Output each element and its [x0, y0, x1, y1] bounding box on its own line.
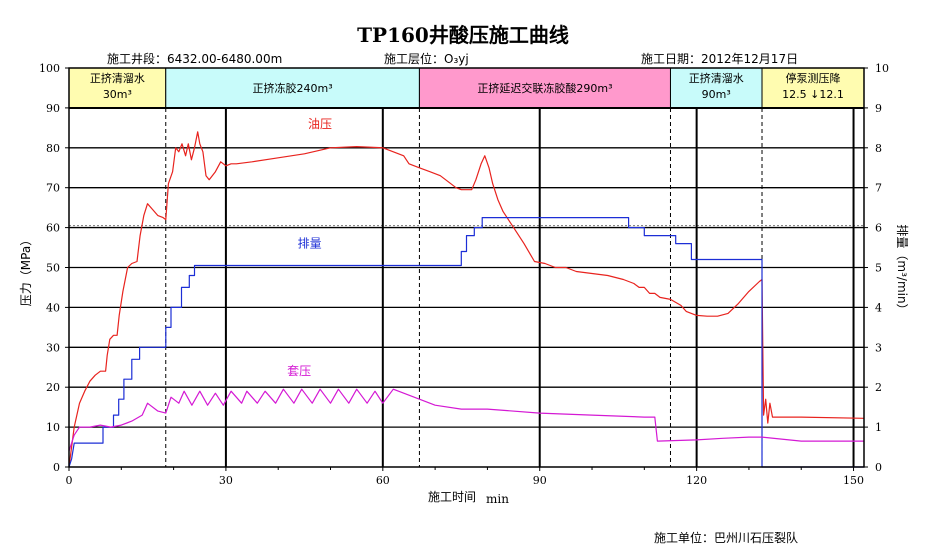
- y-left-tick-label: 30: [46, 341, 60, 354]
- y-left-tick-label: 90: [46, 102, 60, 115]
- y-axis-right-label: 排量（m³/min）: [895, 224, 909, 315]
- y-right-tick-label: 6: [875, 222, 882, 235]
- stage-sublabel-4: 90m³: [702, 88, 731, 101]
- stage-label-4: 正挤清溜水: [689, 71, 744, 85]
- series-line-排量: [68, 217, 864, 468]
- series-label-排量: 排量: [298, 237, 322, 251]
- series-line-油压: [68, 131, 865, 468]
- y-left-tick-label: 60: [46, 222, 60, 235]
- stage-band-1: [68, 67, 167, 109]
- x-tick-label: 150: [843, 474, 864, 487]
- y-right-tick-label: 3: [875, 341, 882, 354]
- stage-sublabel-5: 12.5 ↓12.1: [782, 88, 844, 101]
- formation-info: 施工层位：O₃yj: [384, 51, 469, 66]
- y-right-tick-label: 5: [875, 262, 882, 275]
- y-left-tick-label: 20: [46, 381, 60, 394]
- y-right-tick-label: 2: [875, 381, 882, 394]
- well-segment-info: 施工井段：6432.00-6480.00m: [107, 51, 282, 66]
- x-axis-label: 施工时间: [428, 490, 476, 504]
- stage-label-3: 正挤延迟交联冻胶酸290m³: [477, 81, 612, 95]
- series-label-油压: 油压: [308, 117, 332, 131]
- stage-sublabel-1: 30m³: [103, 88, 132, 101]
- y-left-tick-label: 70: [46, 182, 60, 195]
- series-line-套压: [68, 388, 864, 452]
- y-left-tick-label: 80: [46, 142, 60, 155]
- stage-label-5: 停泵测压降: [786, 71, 841, 85]
- y-right-tick-label: 9: [875, 102, 882, 115]
- y-axis-left-label: 压力（MPa）: [19, 234, 33, 306]
- series-label-套压: 套压: [287, 364, 311, 378]
- y-right-tick-label: 0: [875, 461, 882, 474]
- y-left-tick-label: 50: [46, 262, 60, 275]
- y-left-tick-label: 10: [46, 421, 60, 434]
- x-tick-label: 120: [686, 474, 707, 487]
- stage-band-2: [165, 67, 420, 109]
- x-tick-label: 90: [533, 474, 547, 487]
- x-tick-label: 60: [376, 474, 390, 487]
- stage-label-2: 正挤冻胶240m³: [253, 81, 333, 95]
- chart-title: TP160井酸压施工曲线: [357, 23, 569, 47]
- y-right-tick-label: 1: [875, 421, 882, 434]
- y-left-tick-label: 100: [39, 62, 60, 75]
- y-right-tick-label: 8: [875, 142, 882, 155]
- stage-label-1: 正挤清溜水: [90, 71, 145, 85]
- y-left-tick-label: 0: [53, 461, 60, 474]
- y-left-tick-label: 40: [46, 301, 60, 314]
- x-axis-unit: min: [486, 492, 509, 506]
- construction-date: 施工日期：2012年12月17日: [641, 52, 798, 66]
- construction-unit: 施工单位：巴州川石压裂队: [654, 530, 798, 545]
- y-right-tick-label: 4: [875, 301, 882, 314]
- x-tick-label: 0: [66, 474, 73, 487]
- x-tick-label: 30: [219, 474, 233, 487]
- y-right-tick-label: 10: [875, 62, 889, 75]
- y-right-tick-label: 7: [875, 182, 882, 195]
